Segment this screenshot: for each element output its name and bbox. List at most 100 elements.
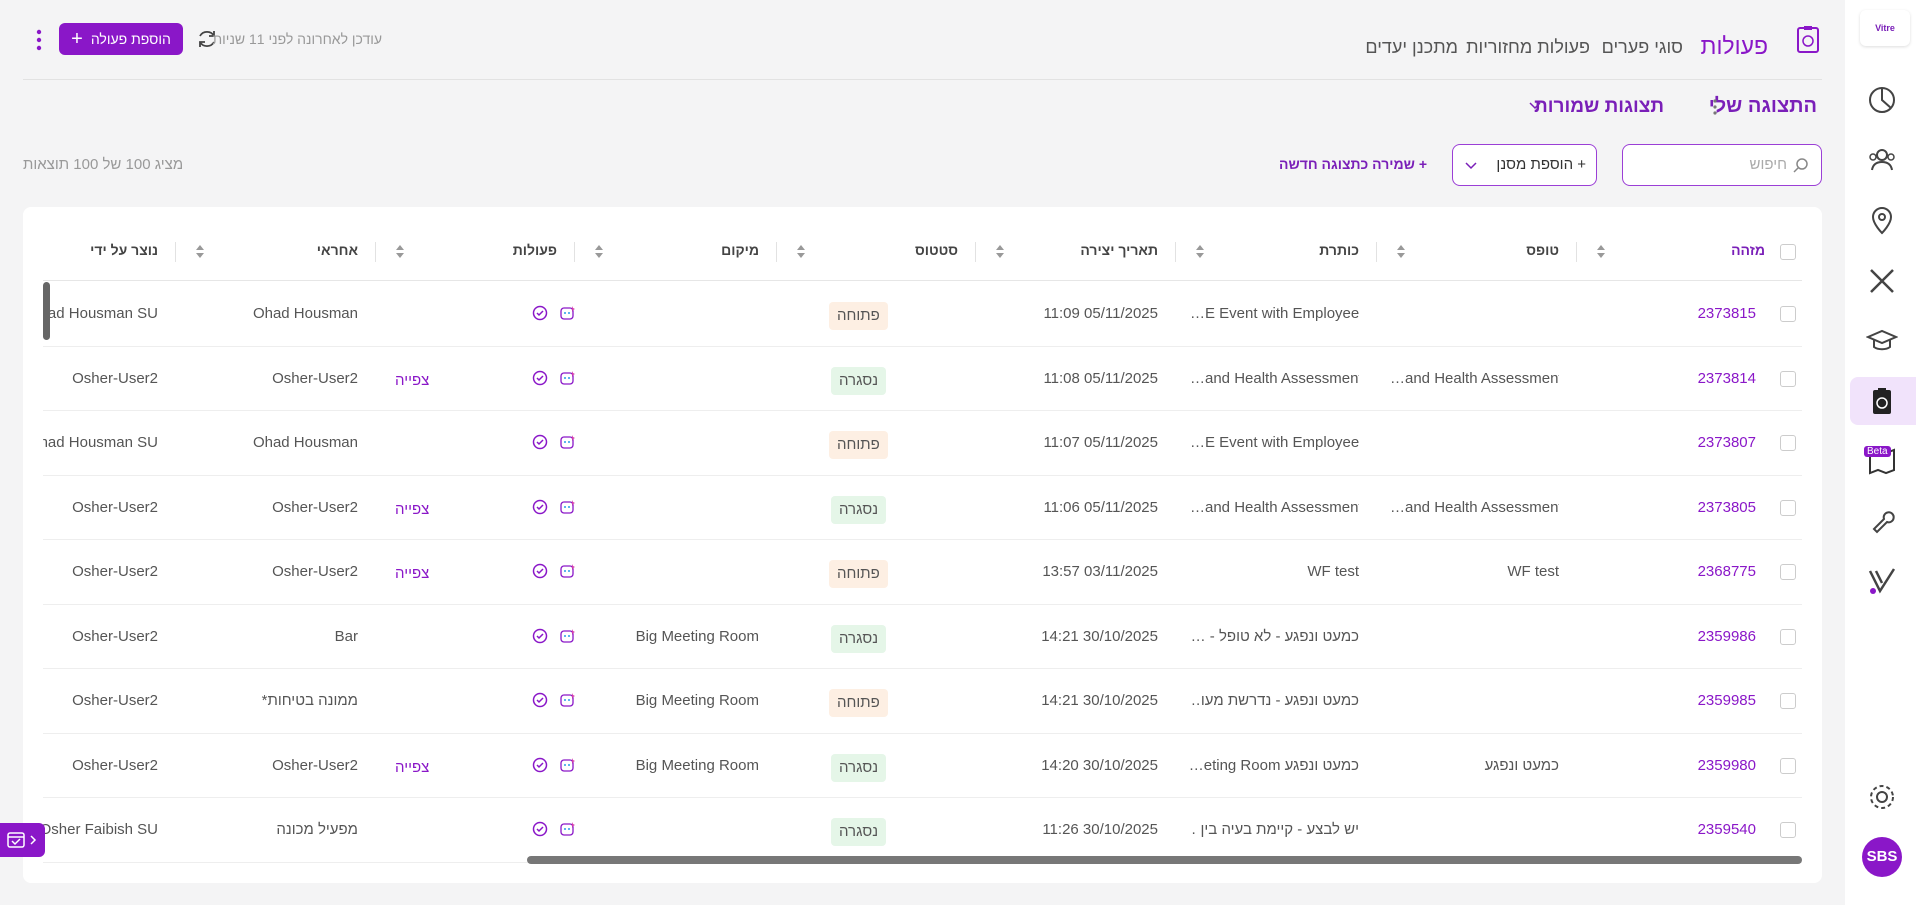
row-id[interactable]: 2359980 <box>1697 756 1756 774</box>
nav-locations[interactable] <box>1866 204 1898 236</box>
sort-icon[interactable] <box>195 243 205 261</box>
cell-form: …and Health Assessment <box>1390 369 1559 387</box>
checkbox[interactable] <box>1780 757 1796 774</box>
nav-tools[interactable] <box>1866 265 1898 297</box>
ai-icon[interactable] <box>559 757 575 773</box>
complete-icon[interactable] <box>532 434 548 450</box>
row-id[interactable]: 2373805 <box>1697 498 1756 516</box>
view-name[interactable]: התצוגה שלי <box>1708 95 1817 117</box>
cell-created-by: Ohad Housman SU <box>43 434 158 452</box>
column-divider <box>1175 242 1176 262</box>
sort-icon[interactable] <box>796 243 806 261</box>
complete-icon[interactable] <box>532 499 548 515</box>
header-divider <box>23 79 1822 80</box>
ai-icon[interactable] <box>559 305 575 321</box>
header-menu[interactable] <box>34 28 44 52</box>
cell-created-by: Osher-User2 <box>72 563 158 581</box>
row-id[interactable]: 2373814 <box>1697 369 1756 387</box>
nav-dashboard[interactable] <box>1866 84 1898 116</box>
nav-gear[interactable] <box>1866 781 1898 813</box>
view-link[interactable]: צפייה <box>395 565 430 583</box>
row-id[interactable]: 2373807 <box>1697 434 1756 452</box>
sort-icon[interactable] <box>395 243 405 261</box>
nav-actions[interactable] <box>1866 385 1898 417</box>
complete-icon[interactable] <box>532 821 548 837</box>
sort-icon[interactable] <box>995 243 1005 261</box>
complete-icon[interactable] <box>532 692 548 708</box>
checkbox[interactable] <box>1780 564 1796 581</box>
status-badge: נסגרה <box>831 366 887 395</box>
nav-training[interactable] <box>1866 325 1898 357</box>
ai-icon[interactable] <box>559 434 575 450</box>
column-header: טופס <box>1526 242 1559 258</box>
ai-icon[interactable] <box>559 692 575 708</box>
checkbox[interactable] <box>1780 693 1796 710</box>
saved-views-chevron[interactable] <box>1529 102 1541 110</box>
complete-icon[interactable] <box>532 628 548 644</box>
v-scrollbar[interactable] <box>43 282 50 340</box>
cell-responsible: Osher-User2 <box>272 369 358 387</box>
ai-icon[interactable] <box>559 821 575 837</box>
status-badge: פתוחה <box>829 560 888 589</box>
complete-icon[interactable] <box>532 305 548 321</box>
add-button[interactable]: הוספת פעולה + <box>59 23 183 55</box>
tab[interactable]: מתכנן יעדים <box>1365 37 1458 57</box>
search-box[interactable]: חיפוש <box>1622 144 1822 186</box>
avatar[interactable]: SBS <box>1862 837 1902 877</box>
checkbox[interactable] <box>1780 822 1796 839</box>
view-menu[interactable] <box>1711 98 1719 116</box>
checkbox[interactable] <box>1780 370 1796 387</box>
table-card <box>23 207 1822 883</box>
checkbox[interactable] <box>1780 499 1796 516</box>
row-id[interactable]: 2359540 <box>1697 821 1756 839</box>
view-link[interactable]: צפייה <box>395 500 430 518</box>
checkbox[interactable] <box>1780 244 1796 260</box>
cell-title: יש לבצע - קיימת בעיה בין … <box>1190 821 1359 839</box>
h-scrollbar[interactable] <box>527 856 1802 864</box>
nav-vitre[interactable] <box>1866 565 1898 597</box>
checkbox[interactable] <box>1780 435 1796 452</box>
sort-icon[interactable] <box>1195 243 1205 261</box>
sort-icon[interactable] <box>1396 243 1406 261</box>
sort-icon[interactable] <box>1596 243 1606 261</box>
complete-icon[interactable] <box>532 563 548 579</box>
calendar-widget[interactable] <box>0 823 45 857</box>
ai-icon[interactable] <box>559 563 575 579</box>
row-id[interactable]: 2373815 <box>1697 305 1756 323</box>
sort-icon[interactable] <box>594 243 604 261</box>
column-divider <box>1576 242 1577 262</box>
row-id[interactable]: 2359985 <box>1697 692 1756 710</box>
complete-icon[interactable] <box>532 757 548 773</box>
ai-icon[interactable] <box>559 370 575 386</box>
saved-views[interactable]: תצוגות שמורות <box>1534 96 1664 117</box>
cell-created: 11:07 05/11/2025 <box>1043 434 1158 452</box>
ai-icon[interactable] <box>559 628 575 644</box>
cell-responsible: Osher-User2 <box>272 498 358 516</box>
tab[interactable]: סוגי פערים <box>1601 37 1683 57</box>
row-divider <box>43 410 1802 411</box>
logo[interactable]: Vitre <box>1860 10 1910 46</box>
tab-active[interactable]: פעולות <box>1700 33 1768 59</box>
cell-created: 11:26 30/10/2025 <box>1042 821 1158 839</box>
cell-location: Big Meeting Room <box>635 627 759 645</box>
tab[interactable]: פעולות מחזוריות <box>1466 37 1590 57</box>
add-filter[interactable]: + הוספת מסנן <box>1452 144 1597 186</box>
nav-users[interactable] <box>1866 144 1898 176</box>
status-badge: פתוחה <box>829 302 888 331</box>
nav-settings-tool[interactable] <box>1866 505 1898 537</box>
checkbox[interactable] <box>1780 306 1796 323</box>
view-link[interactable]: צפייה <box>395 371 430 389</box>
save-view[interactable]: + שמירה כתצוגה חדשה <box>1278 156 1427 172</box>
refresh-icon[interactable] <box>196 28 218 50</box>
checkbox[interactable] <box>1780 628 1796 645</box>
cell-created: 11:09 05/11/2025 <box>1043 305 1158 323</box>
last-updated: עודכן לאחרונה לפני 11 שניות <box>212 31 383 47</box>
view-link[interactable]: צפייה <box>395 758 430 776</box>
ai-icon[interactable] <box>559 499 575 515</box>
row-id[interactable]: 2359986 <box>1697 627 1756 645</box>
row-divider <box>43 539 1802 540</box>
add-filter-label: + הוספת מסנן <box>1496 156 1586 173</box>
complete-icon[interactable] <box>532 370 548 386</box>
row-id[interactable]: 2368775 <box>1697 563 1756 581</box>
